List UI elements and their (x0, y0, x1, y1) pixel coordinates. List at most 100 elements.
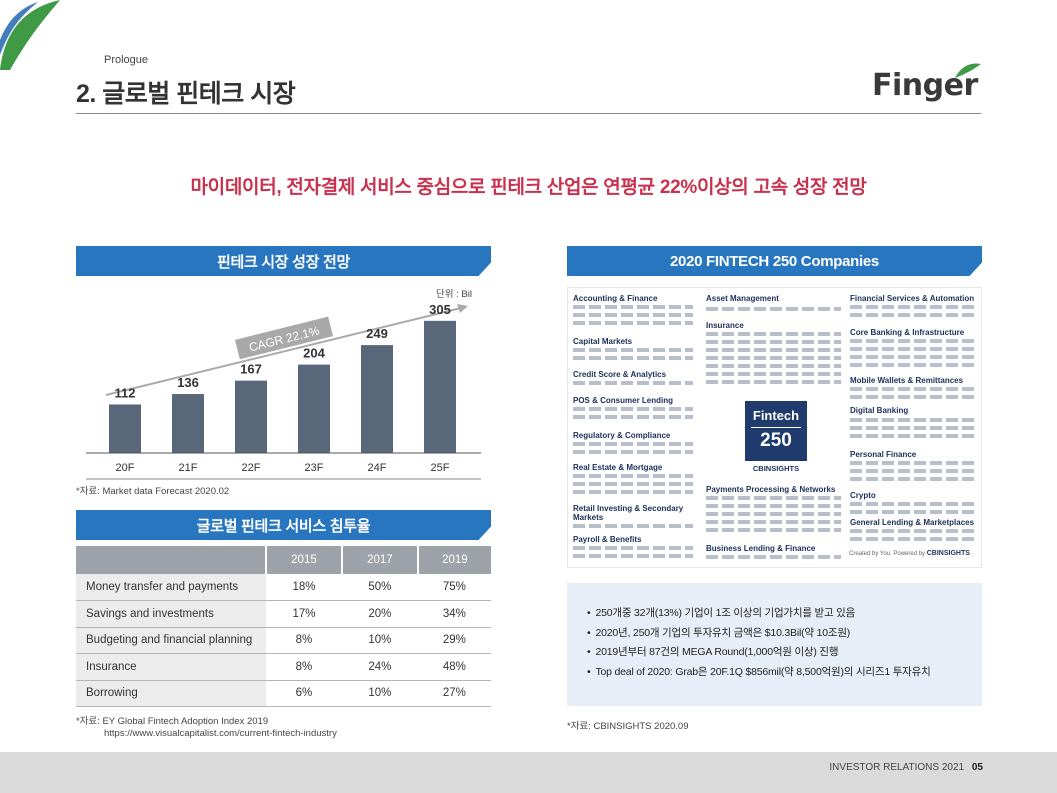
highlights-source: *자료: CBINSIGHTS 2020.09 (567, 721, 689, 732)
logo-strip (573, 415, 693, 419)
logo-strip (573, 554, 693, 558)
logo-strip (573, 524, 693, 528)
logo-strip (706, 496, 841, 500)
logo-strip (850, 426, 975, 430)
table-row: Budgeting and financial planning 8% 10% … (76, 627, 491, 654)
logo-strip (706, 364, 841, 368)
x-tick-label: 20F (116, 462, 135, 474)
category-label: Core Banking & Infrastructure (850, 328, 965, 337)
logo-strip (573, 348, 693, 352)
penetration-table: 2015 2017 2019 Money transfer and paymen… (76, 546, 491, 707)
logo-strip (706, 372, 841, 376)
column-header: 2019 (417, 546, 491, 574)
logo-strip (850, 305, 975, 309)
fintech250-badge: Fintech 250 (745, 401, 807, 461)
collage-footer-text: Created by You. Powered by (849, 551, 926, 557)
logo-strip (850, 461, 975, 465)
table-cell: 10% (341, 680, 418, 707)
highlight-item: 2019년부터 87건의 MEGA Round(1,000억원 이상) 진행 (587, 643, 982, 663)
cagr-badge-bg (235, 316, 333, 360)
logo-strip (573, 450, 693, 454)
row-label: Borrowing (76, 680, 266, 707)
row-label: Savings and investments (76, 600, 266, 628)
leaf-decoration-icon (0, 0, 60, 70)
chart-source: *자료: Market data Forecast 2020.02 (76, 486, 230, 497)
highlight-item: 250개중 32개(13%) 기업이 1조 이상의 기업가치를 받고 있음 (587, 604, 982, 624)
page-title: 2. 글로벌 핀테크 시장 (76, 80, 296, 108)
fintech250-header: 2020 FINTECH 250 Companies (567, 246, 982, 276)
category-label: Payroll & Benefits (573, 535, 642, 544)
category-label: Capital Markets (573, 337, 633, 346)
cbinsights-logo: CBINSIGHTS (752, 464, 800, 473)
bar-value-label: 112 (115, 385, 136, 400)
table-cell: 24% (341, 653, 418, 681)
logo-strip (850, 502, 975, 506)
highlight-item: Top deal of 2020: Grab은 20F.1Q $856mil(약… (587, 663, 982, 683)
cagr-arrow (105, 307, 462, 396)
market-growth-header: 핀테크 시장 성장 전망 (76, 246, 491, 276)
table-row: Savings and investments 17% 20% 34% (76, 600, 491, 628)
logo-strip (706, 332, 841, 336)
table-source-url: https://www.visualcapitalist.com/current… (104, 728, 337, 739)
category-label: Asset Management (706, 294, 779, 303)
logo-strip (573, 305, 693, 309)
logo-strip (573, 482, 693, 486)
logo-strip (573, 490, 693, 494)
logo-strip (850, 537, 975, 541)
category-label: Real Estate & Mortgage (573, 463, 663, 472)
highlights-box: 250개중 32개(13%) 기업이 1조 이상의 기업가치를 받고 있음 20… (567, 583, 982, 706)
logo-strip (850, 477, 975, 481)
title-divider (76, 113, 981, 114)
logo-strip (850, 339, 975, 343)
collage-footer: Created by You. Powered by CBINSIGHTS (849, 550, 970, 557)
table-cell: 27% (417, 680, 491, 707)
table-row: Borrowing 6% 10% 27% (76, 680, 491, 707)
table-cell: 75% (417, 574, 491, 601)
penetration-header: 글로벌 핀테크 서비스 침투율 (76, 510, 491, 540)
x-tick-label: 22F (242, 462, 261, 474)
table-cell: 34% (417, 600, 491, 628)
logo-strip (706, 340, 841, 344)
column-header: 2015 (266, 546, 343, 574)
badge-number: 250 (751, 427, 801, 452)
column-header: 2017 (341, 546, 419, 574)
column-header (76, 546, 267, 574)
category-label: Personal Finance (850, 450, 917, 459)
category-label: Payments Processing & Networks (706, 485, 836, 494)
table-cell: 29% (417, 627, 491, 654)
logo-strip (850, 387, 975, 391)
category-label: Mobile Wallets & Remittances (850, 376, 964, 385)
logo-strip (706, 380, 841, 384)
table-cell: 8% (266, 653, 342, 681)
page-number: 05 (971, 762, 983, 773)
table-cell: 8% (266, 627, 342, 654)
category-label: POS & Consumer Lending (573, 396, 674, 405)
table-cell: 6% (266, 680, 342, 707)
bar-value-label: 305 (429, 302, 451, 317)
table-cell: 17% (266, 600, 342, 628)
bar-25F (424, 320, 456, 453)
logo-strip (706, 512, 841, 516)
bar-value-label: 204 (303, 346, 325, 361)
logo-strip (850, 355, 975, 359)
x-tick-label: 24F (368, 462, 387, 474)
category-label: General Lending & Marketplaces (850, 518, 975, 527)
badge-title: Fintech (752, 408, 800, 423)
logo-strip (850, 510, 975, 514)
x-tick-label: 25F (431, 462, 450, 474)
row-label: Insurance (76, 653, 266, 681)
chart-unit-label: 단위 : Bil (436, 289, 472, 300)
logo-strip (573, 442, 693, 446)
collage-footer-logo: CBINSIGHTS (926, 550, 970, 557)
logo-strip (850, 347, 975, 351)
logo-leaf-icon (955, 63, 981, 78)
table-cell: 10% (341, 627, 418, 654)
highlight-item: 2020년, 250개 기업의 투자유치 금액은 $10.3Bil(약 10조원… (587, 624, 982, 644)
logo-strip (850, 363, 975, 367)
footer-label: INVESTOR RELATIONS 2021 (829, 762, 965, 773)
category-label: Insurance (706, 321, 744, 330)
logo-strip (706, 348, 841, 352)
logo-strip (706, 528, 841, 532)
category-label: Credit Score & Analytics (573, 370, 667, 379)
market-growth-chart: CAGR 22.1%11220F13621F16722F20423F24924F… (86, 302, 481, 480)
